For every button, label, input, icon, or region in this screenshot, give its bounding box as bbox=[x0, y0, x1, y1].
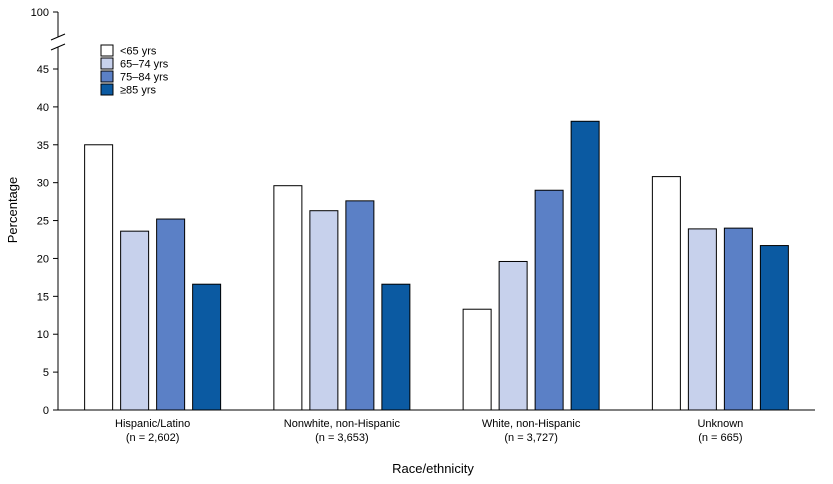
y-tick-label: 35 bbox=[37, 140, 49, 152]
y-tick-label: 20 bbox=[37, 253, 49, 265]
x-tick-label: Unknown bbox=[697, 418, 743, 430]
bar bbox=[534, 189, 564, 411]
y-tick-label: 15 bbox=[37, 291, 49, 303]
x-tick-sublabel: (n = 2,602) bbox=[126, 432, 180, 444]
bar bbox=[651, 176, 681, 411]
x-tick-sublabel: (n = 3,727) bbox=[504, 432, 558, 444]
x-tick-sublabel: (n = 3,653) bbox=[315, 432, 369, 444]
legend-swatch bbox=[100, 57, 114, 70]
legend-label: <65 yrs bbox=[120, 46, 157, 58]
legend-label: 75–84 yrs bbox=[120, 72, 169, 84]
bar bbox=[309, 210, 339, 411]
y-tick-label: 30 bbox=[37, 178, 49, 190]
bar bbox=[570, 120, 600, 411]
bar bbox=[723, 227, 753, 411]
y-axis-break-mark bbox=[50, 33, 66, 41]
y-tick-label: 5 bbox=[43, 367, 49, 379]
y-tick-label: 10 bbox=[37, 329, 49, 341]
axes: 0 5 10 15 20 25 30 35 40 45 100 Hispanic/Latino (n =… bbox=[31, 7, 815, 444]
bars bbox=[84, 120, 789, 411]
y-tick-label: 100 bbox=[31, 7, 49, 19]
legend-swatch bbox=[100, 70, 114, 83]
bar bbox=[345, 200, 375, 411]
bar bbox=[381, 283, 411, 411]
y-tick-label: 0 bbox=[43, 405, 49, 417]
bar bbox=[156, 218, 186, 411]
y-tick-label: 45 bbox=[37, 64, 49, 76]
bar bbox=[687, 228, 717, 411]
legend-swatch bbox=[100, 44, 114, 57]
y-tick-label: 25 bbox=[37, 216, 49, 228]
y-axis-break-mark bbox=[50, 43, 66, 51]
bar bbox=[273, 185, 303, 411]
y-axis-title: Percentage bbox=[5, 177, 20, 244]
legend-label: ≥85 yrs bbox=[120, 85, 156, 97]
x-tick-label: Hispanic/Latino bbox=[115, 418, 190, 430]
legend-swatch bbox=[100, 83, 114, 96]
bar bbox=[498, 260, 528, 411]
bar bbox=[84, 144, 114, 411]
bar bbox=[192, 283, 222, 411]
bar bbox=[759, 245, 789, 411]
y-tick-label: 40 bbox=[37, 102, 49, 114]
x-tick-label: Nonwhite, non-Hispanic bbox=[284, 418, 401, 430]
bar bbox=[462, 308, 492, 411]
x-axis-title: Race/ethnicity bbox=[392, 461, 474, 476]
x-tick-sublabel: (n = 665) bbox=[698, 432, 742, 444]
bar bbox=[120, 230, 150, 411]
legend-label: 65–74 yrs bbox=[120, 59, 169, 71]
x-tick-label: White, non-Hispanic bbox=[482, 418, 581, 430]
